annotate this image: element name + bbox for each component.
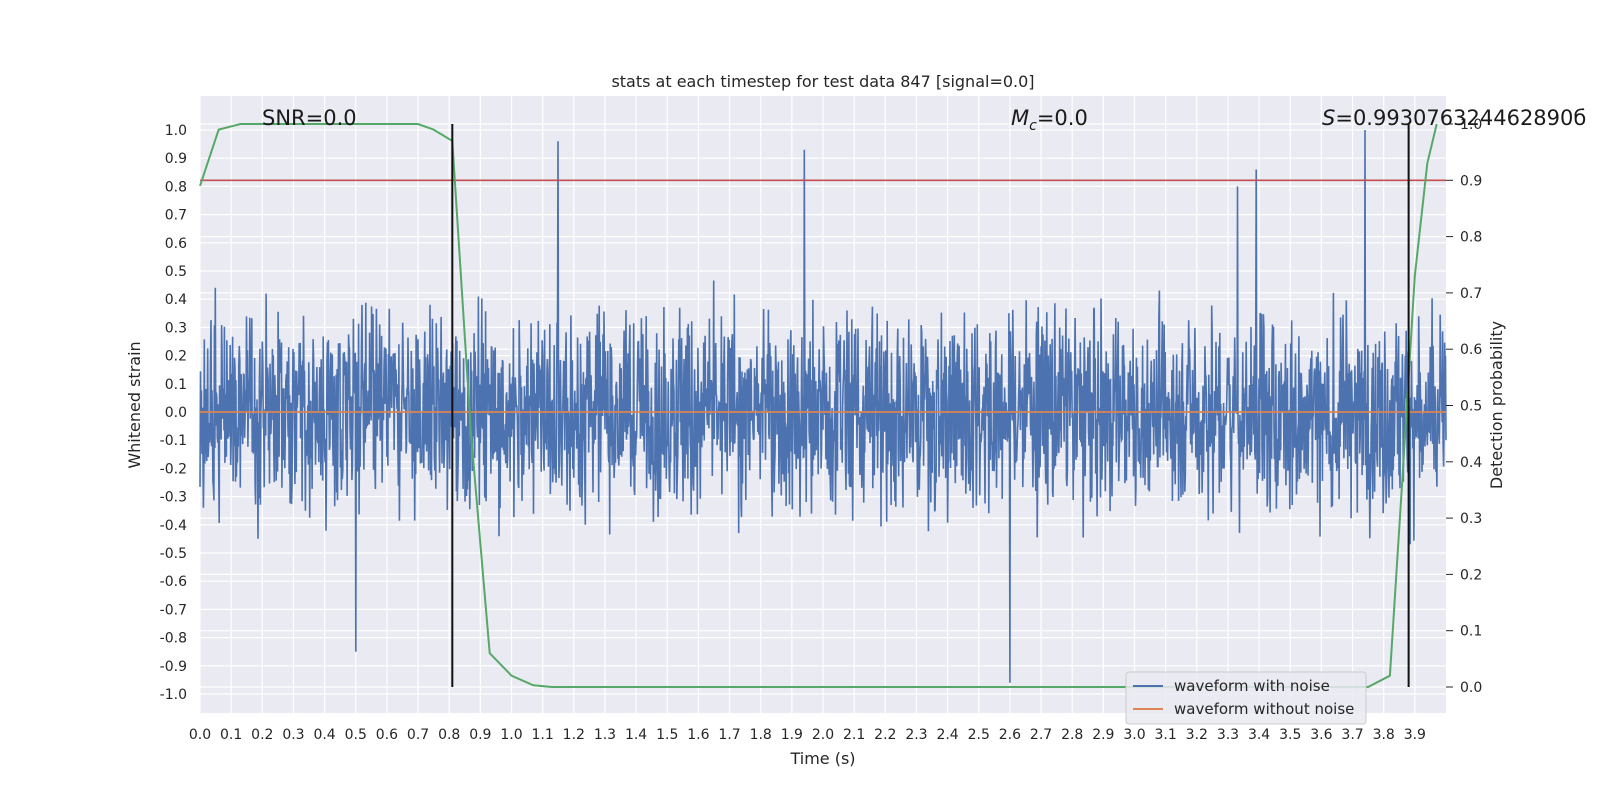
s-symbol: S (1322, 106, 1335, 130)
y-tick-label: 0.2 (165, 349, 187, 365)
y-tick-label: -0.2 (160, 461, 187, 477)
x-tick-label: 2.4 (936, 727, 958, 743)
y2-axis-label: Detection probability (1487, 321, 1506, 489)
y-tick-label: 0.1 (165, 377, 187, 393)
x-tick-label: 2.9 (1092, 727, 1114, 743)
x-tick-label: 0.6 (376, 727, 398, 743)
axis-ticks: 0.0 0.1 0.2 0.3 0.4 0.5 0.6 0.7 0.8 0.9 1.0 1.1 1.2 1… (160, 117, 1483, 743)
y-tick-label: -0.5 (160, 546, 187, 562)
x-tick-label: 2.6 (999, 727, 1021, 743)
chart-title: stats at each timestep for test data 847… (611, 72, 1034, 91)
snr-annotation: SNR=0.0 (262, 106, 357, 130)
y2-tick-label: 0.0 (1460, 680, 1482, 696)
x-tick-label: 3.0 (1123, 727, 1145, 743)
x-axis-label: Time (s) (789, 749, 855, 768)
x-tick-label: 1.8 (750, 727, 772, 743)
x-tick-label: 3.1 (1155, 727, 1177, 743)
x-tick-label: 2.1 (843, 727, 865, 743)
x-tick-label: 3.8 (1373, 727, 1395, 743)
x-tick-label: 1.1 (532, 727, 554, 743)
y2-tick-label: 0.8 (1460, 230, 1482, 246)
y-tick-label: 0.8 (165, 179, 187, 195)
x-tick-label: 3.2 (1186, 727, 1208, 743)
y2-tick-label: 0.9 (1460, 173, 1482, 189)
x-tick-label: 2.5 (968, 727, 990, 743)
y-tick-label: 0.9 (165, 151, 187, 167)
y-tick-label: -0.8 (160, 631, 187, 647)
y-tick-label: -0.3 (160, 490, 187, 506)
mc-annotation: Mc=0.0 (1011, 106, 1088, 134)
legend-box (1125, 671, 1367, 725)
x-tick-label: 0.0 (189, 727, 211, 743)
s-value: =0.993076324462890б (1335, 106, 1586, 130)
x-tick-label: 0.4 (313, 727, 335, 743)
x-tick-label: 0.1 (220, 727, 242, 743)
x-tick-label: 1.0 (500, 727, 522, 743)
y-tick-label: 0.6 (165, 236, 187, 252)
y2-tick-label: 0.4 (1460, 455, 1482, 471)
x-tick-label: 1.5 (656, 727, 678, 743)
x-tick-label: 1.2 (563, 727, 585, 743)
x-tick-label: 2.7 (1030, 727, 1052, 743)
y-tick-label: -0.1 (160, 433, 187, 449)
x-tick-label: 3.6 (1310, 727, 1332, 743)
y-axis-label: Whitened strain (125, 341, 144, 468)
x-tick-label: 1.6 (687, 727, 709, 743)
y2-tick-label: 0.5 (1460, 399, 1482, 415)
y2-tick-label: 0.7 (1460, 286, 1482, 302)
y-tick-label: 1.0 (165, 123, 187, 139)
mc-symbol: M (1011, 106, 1029, 130)
y-tick-label: -1.0 (160, 687, 187, 703)
x-tick-label: 2.2 (874, 727, 896, 743)
waveform-with-noise-line (199, 129, 1447, 683)
x-tick-label: 3.7 (1341, 727, 1363, 743)
x-tick-label: 2.3 (905, 727, 927, 743)
series-lines (199, 123, 1446, 688)
y-tick-label: -0.6 (160, 574, 187, 590)
x-tick-label: 2.0 (812, 727, 834, 743)
y2-tick-label: 0.2 (1460, 567, 1482, 583)
x-tick-label: 0.9 (469, 727, 491, 743)
x-tick-label: 1.3 (594, 727, 616, 743)
y-tick-label: 0.3 (165, 320, 187, 336)
series-waveform-with-noise (199, 129, 1447, 683)
x-tick-label: 0.3 (282, 727, 304, 743)
x-tick-label: 3.9 (1404, 727, 1426, 743)
x-tick-label: 0.2 (251, 727, 273, 743)
detection-probability-line (199, 123, 1438, 688)
y-tick-label: 0.4 (165, 292, 187, 308)
x-tick-label: 3.5 (1279, 727, 1301, 743)
y-tick-label: -0.4 (160, 518, 187, 534)
mc-value: =0.0 (1037, 106, 1088, 130)
y-tick-label: 0.5 (165, 264, 187, 280)
x-tick-label: 1.4 (625, 727, 647, 743)
x-tick-label: 0.5 (345, 727, 367, 743)
x-tick-label: 3.4 (1248, 727, 1270, 743)
y-tick-label: -0.9 (160, 659, 187, 675)
y2-tick-label: 0.1 (1460, 624, 1482, 640)
legend-entry-waveform-with-noise: waveform with noise (1174, 677, 1330, 695)
y-tick-label: -0.7 (160, 602, 187, 618)
y2-tick-label: 0.6 (1460, 342, 1482, 358)
x-tick-label: 1.7 (718, 727, 740, 743)
s-annotation: S=0.993076324462890б (1322, 106, 1586, 130)
y2-tick-label: 1.0 (1460, 117, 1482, 133)
y-tick-label: 0.7 (165, 208, 187, 224)
y-tick-label: 0.0 (165, 405, 187, 421)
legend-entry-waveform-without-noise: waveform without noise (1174, 700, 1354, 718)
x-tick-label: 2.8 (1061, 727, 1083, 743)
x-tick-label: 0.8 (438, 727, 460, 743)
x-tick-label: 1.9 (781, 727, 803, 743)
x-tick-label: 0.7 (407, 727, 429, 743)
mc-subscript: c (1029, 118, 1037, 134)
y2-tick-label: 0.3 (1460, 511, 1482, 527)
legend: waveform with noise waveform without noi… (1125, 671, 1367, 725)
x-tick-label: 3.3 (1217, 727, 1239, 743)
